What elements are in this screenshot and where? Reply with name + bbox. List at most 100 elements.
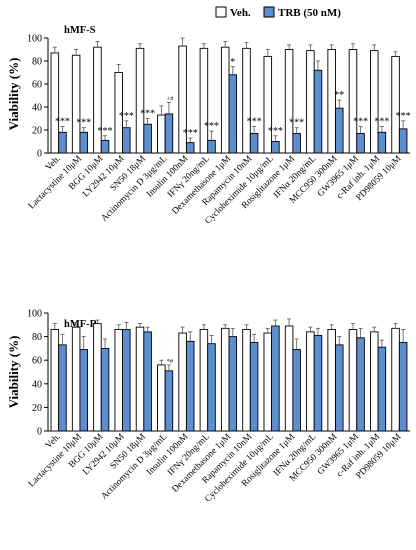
bar-trb [122, 127, 131, 154]
bar-trb [377, 346, 387, 432]
bar-veh [348, 329, 358, 432]
bar-trb [356, 132, 365, 154]
bar-trb [292, 132, 301, 154]
significance-label: +# [166, 95, 174, 102]
bar-trb [143, 331, 152, 432]
significance-label: *** [289, 118, 304, 129]
significance-label: *** [374, 117, 389, 128]
bar-trb [228, 74, 238, 154]
bar-trb [228, 336, 238, 432]
legend-swatch-veh [215, 6, 227, 18]
bar-veh [93, 323, 102, 432]
y-tick-label: 0 [37, 149, 42, 160]
bar-trb [313, 69, 323, 154]
significance-label: *** [76, 118, 91, 129]
bar-trb [271, 325, 280, 432]
bar-veh [263, 332, 273, 432]
bar-veh [263, 55, 273, 154]
bar-trb [271, 141, 280, 154]
bar-veh [220, 327, 230, 432]
significance-label: *** [204, 121, 219, 132]
bar-trb [207, 139, 216, 154]
bar-trb [398, 128, 408, 154]
significance-label: *** [55, 117, 70, 128]
bar-veh [114, 329, 123, 432]
legend-label-trb: TRB (50 nM) [278, 7, 341, 19]
panel-title-hmf-s: hMF-S [64, 25, 96, 36]
bar-veh [242, 47, 251, 154]
y-axis-label-hmf-r: Viability (%) [6, 336, 21, 409]
y-tick-label: 0 [37, 427, 42, 438]
chart-panel-hmf-r: hMF-R Viability (%) 020406080100Veh.Lact… [6, 309, 410, 504]
bar-trb [58, 131, 67, 154]
significance-label: *** [247, 117, 262, 128]
bar-veh [71, 326, 81, 432]
bar-trb [185, 142, 195, 154]
bar-trb [356, 337, 365, 432]
bar-veh [370, 331, 379, 432]
bar-veh [135, 326, 145, 432]
bar-trb [122, 329, 131, 432]
bar-veh [284, 325, 294, 432]
bar-trb [79, 349, 88, 432]
y-tick-label: 60 [32, 80, 42, 91]
bar-trb [313, 334, 323, 432]
y-tick-label: 80 [32, 57, 42, 68]
significance-label: *** [183, 128, 198, 139]
bar-trb [58, 344, 67, 432]
legend-label-veh: Veh. [230, 7, 251, 19]
bar-veh [199, 329, 209, 432]
y-tick-label: 40 [32, 103, 42, 114]
significance-label: ** [334, 90, 344, 101]
bar-veh [391, 327, 400, 432]
bar-veh [370, 50, 379, 154]
y-tick-label: 100 [27, 34, 42, 45]
bar-veh [50, 52, 60, 154]
bar-trb [335, 344, 344, 432]
bar-veh [284, 49, 294, 154]
bar-veh [157, 364, 166, 432]
significance-label: *** [98, 126, 113, 137]
y-tick-label: 60 [32, 356, 42, 367]
bar-trb [164, 113, 174, 154]
bar-veh [391, 55, 400, 154]
bar-trb [207, 343, 216, 432]
bar-veh [327, 49, 336, 154]
bar-trb [185, 340, 195, 432]
bar-trb [100, 347, 110, 432]
bar-trb [398, 342, 408, 432]
y-axis-label-hmf-s: Viability (%) [6, 58, 21, 131]
y-tick-label: 20 [32, 126, 42, 137]
bar-veh [220, 46, 230, 154]
y-tick-label: 40 [32, 379, 42, 390]
bar-veh [306, 50, 315, 154]
bar-trb [249, 132, 259, 154]
bar-trb [100, 139, 110, 154]
significance-label: *** [140, 109, 155, 120]
bar-veh [157, 114, 166, 154]
y-tick-label: 80 [32, 332, 42, 343]
significance-label: *** [268, 126, 283, 137]
y-tick-label: 100 [27, 309, 42, 320]
significance-label: * [230, 57, 235, 68]
legend: Veh. TRB (50 nM) [215, 6, 341, 19]
y-tick-label: 20 [32, 403, 42, 414]
bar-trb [164, 370, 174, 432]
significance-label: *# [167, 358, 174, 365]
bar-veh [178, 332, 187, 432]
bar-trb [79, 131, 88, 154]
bar-trb [249, 342, 259, 432]
bar-veh [135, 47, 145, 154]
chart-panel-hmf-s: hMF-S Viability (%) 020406080100***Veh.*… [6, 25, 411, 226]
legend-swatch-trb [263, 6, 275, 18]
panel-title-hmf-r: hMF-R [64, 319, 98, 330]
significance-label: *** [396, 111, 411, 122]
bar-veh [50, 329, 60, 432]
bar-veh [93, 46, 102, 154]
bar-trb [292, 349, 301, 432]
bar-veh [71, 54, 81, 154]
bar-trb [335, 107, 344, 154]
